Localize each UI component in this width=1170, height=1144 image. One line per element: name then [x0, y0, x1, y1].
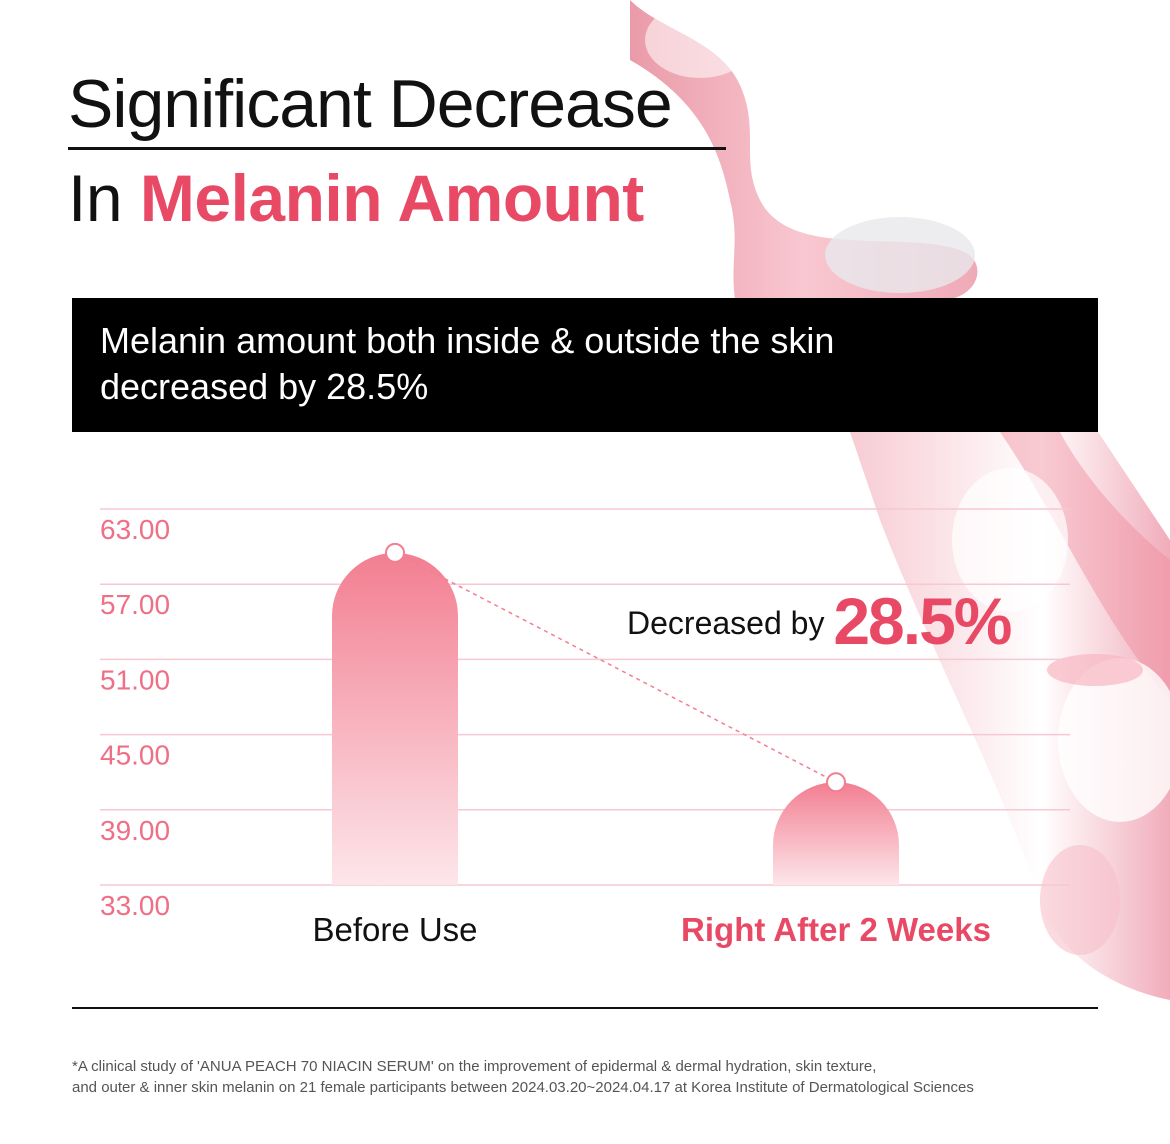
footnote-line-1: *A clinical study of 'ANUA PEACH 70 NIAC…	[72, 1058, 877, 1075]
bar	[332, 552, 458, 885]
y-tick-label: 33.00	[100, 890, 170, 921]
footnote: *A clinical study of 'ANUA PEACH 70 NIAC…	[72, 1056, 1132, 1098]
subtitle-plain: In	[68, 161, 140, 235]
page-title: Significant Decrease	[68, 66, 673, 142]
decrease-callout-value: 28.5%	[833, 584, 1012, 658]
y-tick-label: 39.00	[100, 815, 170, 846]
footnote-line-2: and outer & inner skin melanin on 21 fem…	[72, 1079, 974, 1096]
summary-line-2: decreased by 28.5%	[100, 366, 429, 407]
trend-connector	[394, 552, 837, 783]
summary-box: Melanin amount both inside & outside the…	[72, 298, 1098, 432]
summary-line-1: Melanin amount both inside & outside the…	[100, 320, 835, 361]
divider	[72, 1007, 1098, 1009]
y-tick-label: 45.00	[100, 740, 170, 771]
bar	[773, 782, 899, 885]
x-category-label: Before Use	[312, 911, 477, 948]
y-tick-label: 57.00	[100, 589, 170, 620]
x-category-label: Right After 2 Weeks	[681, 911, 991, 948]
subtitle-accent: Melanin Amount	[139, 161, 644, 235]
y-tick-label: 51.00	[100, 664, 170, 695]
title-underline	[68, 147, 726, 150]
data-point-marker	[826, 772, 846, 793]
page-subtitle: In Melanin Amount	[68, 165, 644, 231]
data-point-marker	[385, 542, 405, 563]
y-tick-label: 63.00	[100, 514, 170, 545]
decrease-callout: Decreased by 28.5%	[627, 588, 1012, 654]
decrease-callout-prefix: Decreased by	[627, 605, 834, 641]
